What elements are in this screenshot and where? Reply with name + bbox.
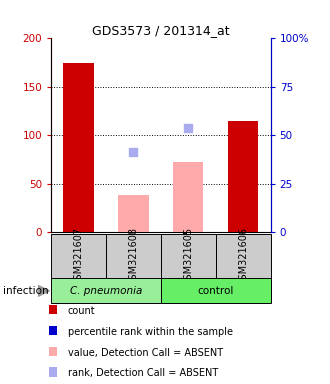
Bar — [49, 347, 57, 356]
Bar — [161, 278, 271, 303]
Text: GSM321608: GSM321608 — [128, 227, 139, 286]
Bar — [118, 195, 148, 232]
Text: infection: infection — [3, 286, 49, 296]
Bar — [49, 305, 57, 314]
Bar — [161, 234, 216, 278]
Title: GDS3573 / 201314_at: GDS3573 / 201314_at — [92, 24, 230, 37]
Text: count: count — [68, 306, 95, 316]
Bar — [228, 121, 258, 232]
Bar — [106, 234, 161, 278]
Text: control: control — [198, 286, 234, 296]
Polygon shape — [38, 285, 50, 296]
Bar — [216, 234, 271, 278]
Point — [131, 149, 136, 155]
Text: C. pneumonia: C. pneumonia — [70, 286, 142, 296]
Bar — [49, 326, 57, 335]
Text: GSM321606: GSM321606 — [238, 227, 248, 286]
Bar — [173, 162, 203, 232]
Text: GSM321605: GSM321605 — [183, 227, 193, 286]
Bar — [49, 367, 57, 377]
Bar — [63, 63, 94, 232]
Text: GSM321607: GSM321607 — [74, 227, 83, 286]
Bar — [51, 234, 106, 278]
Text: rank, Detection Call = ABSENT: rank, Detection Call = ABSENT — [68, 368, 218, 378]
Text: value, Detection Call = ABSENT: value, Detection Call = ABSENT — [68, 348, 223, 358]
Bar — [51, 278, 161, 303]
Point — [186, 124, 191, 131]
Text: percentile rank within the sample: percentile rank within the sample — [68, 327, 233, 337]
